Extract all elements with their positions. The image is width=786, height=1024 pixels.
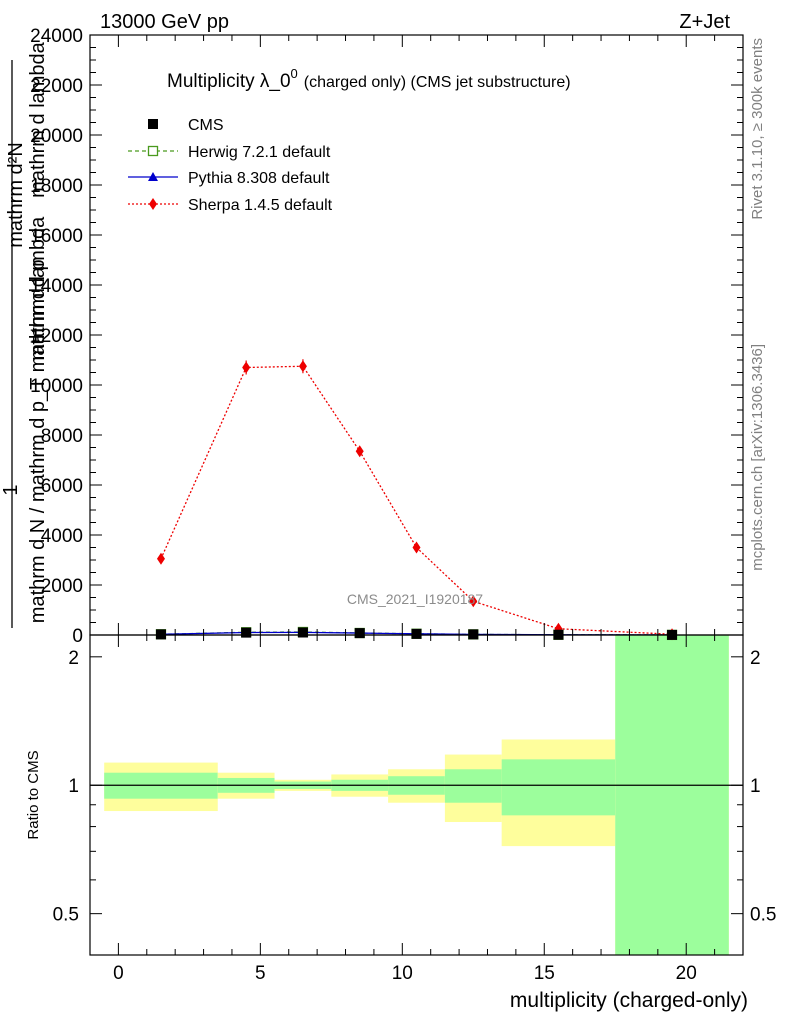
cms-point (468, 629, 479, 640)
chart-title-suffix: (charged only) (CMS jet substructure) (304, 74, 571, 91)
x-axis-label: multiplicity (charged-only) (510, 989, 748, 1012)
y-tick-label: 6000 (41, 476, 83, 497)
watermark: CMS_2021_I1920187 (347, 591, 483, 607)
y-tick-label: 14000 (30, 276, 83, 297)
legend-label: Herwig 7.2.1 default (188, 144, 331, 161)
chart-title-sup: 0 (291, 66, 298, 81)
chart-title: Multiplicity λ_00 (charged only) (CMS jet… (167, 66, 571, 92)
legend-label: Sherpa 1.4.5 default (188, 197, 333, 214)
ratio-tick-label-left: 1 (68, 776, 79, 797)
y-tick-label: 16000 (30, 226, 83, 247)
x-tick-label: 5 (255, 963, 266, 984)
cms-point (297, 627, 308, 638)
ratio-band-inner (444, 769, 502, 803)
y-label-denom-2: mathrm d lambda (27, 41, 49, 197)
cms-point (155, 629, 166, 640)
process-label: Z+Jet (679, 11, 730, 33)
y-axis-label-main: mathrm d²N mathrm d p mathrm d lambda ma… (0, 41, 49, 628)
y-label-one: 1 (0, 484, 22, 495)
ratio-tick-label-right: 1 (750, 776, 761, 797)
y-label-numerator: mathrm d²N (5, 142, 27, 248)
legend-marker-herwig (147, 145, 159, 157)
mcplots-label: mcplots.cern.ch [arXiv:1306.3436] (749, 344, 766, 571)
x-tick-label: 20 (676, 963, 697, 984)
legend-marker-cms (148, 119, 158, 129)
ratio-tick-label-left: 2 (68, 648, 79, 669)
y-label-fraction: mathrm d N / mathrm d p_T mathrm d lambd… (27, 216, 49, 623)
y-tick-label: 20000 (30, 126, 83, 147)
y-tick-label: 2000 (41, 576, 83, 597)
y-tick-label: 18000 (30, 176, 83, 197)
y-axis-label-ratio: Ratio to CMS (25, 750, 42, 839)
sherpa-point (156, 552, 165, 565)
ratio-band-inner (501, 759, 616, 816)
ratio-band-inner (615, 635, 729, 955)
legend: CMS Herwig 7.2.1 default Pythia 8.308 defa… (128, 117, 333, 214)
legend-label: CMS (188, 117, 224, 134)
ratio-tick-label-right: 0.5 (750, 905, 776, 926)
y-tick-label: 4000 (41, 526, 83, 547)
sherpa-point (298, 360, 307, 373)
cms-point (241, 627, 252, 638)
y-tick-label: 8000 (41, 426, 83, 447)
legend-marker-pythia (148, 172, 158, 181)
x-tick-label: 15 (534, 963, 555, 984)
sherpa-point (412, 541, 421, 554)
x-tick-label: 0 (113, 963, 124, 984)
cms-point (354, 628, 365, 639)
y-tick-label: 24000 (30, 26, 83, 47)
y-label-denom-1: mathrm d p (27, 259, 49, 360)
cms-point (411, 628, 422, 639)
sherpa-point (242, 361, 251, 374)
y-tick-label: 22000 (30, 76, 83, 97)
ratio-bands (90, 635, 743, 955)
chart-title-main: Multiplicity λ_0 (167, 71, 291, 92)
legend-marker-sherpa (149, 198, 157, 210)
y-tick-label: 10000 (30, 376, 83, 397)
ratio-tick-label-right: 2 (750, 648, 761, 669)
x-tick-label: 10 (392, 963, 413, 984)
legend-label: Pythia 8.308 default (188, 170, 330, 187)
y-tick-label: 0 (72, 626, 83, 647)
axes: 0 5 10 15 2002000400060008000100001200014000… (30, 26, 776, 984)
energy-label: 13000 GeV pp (100, 11, 229, 33)
ratio-tick-label-left: 0.5 (53, 905, 79, 926)
rivet-label: Rivet 3.1.10, ≥ 300k events (749, 38, 766, 220)
sherpa-point (355, 445, 364, 458)
sherpa-point (469, 595, 478, 608)
y-tick-label: 12000 (30, 326, 83, 347)
ratio-plot-frame (89, 634, 744, 956)
